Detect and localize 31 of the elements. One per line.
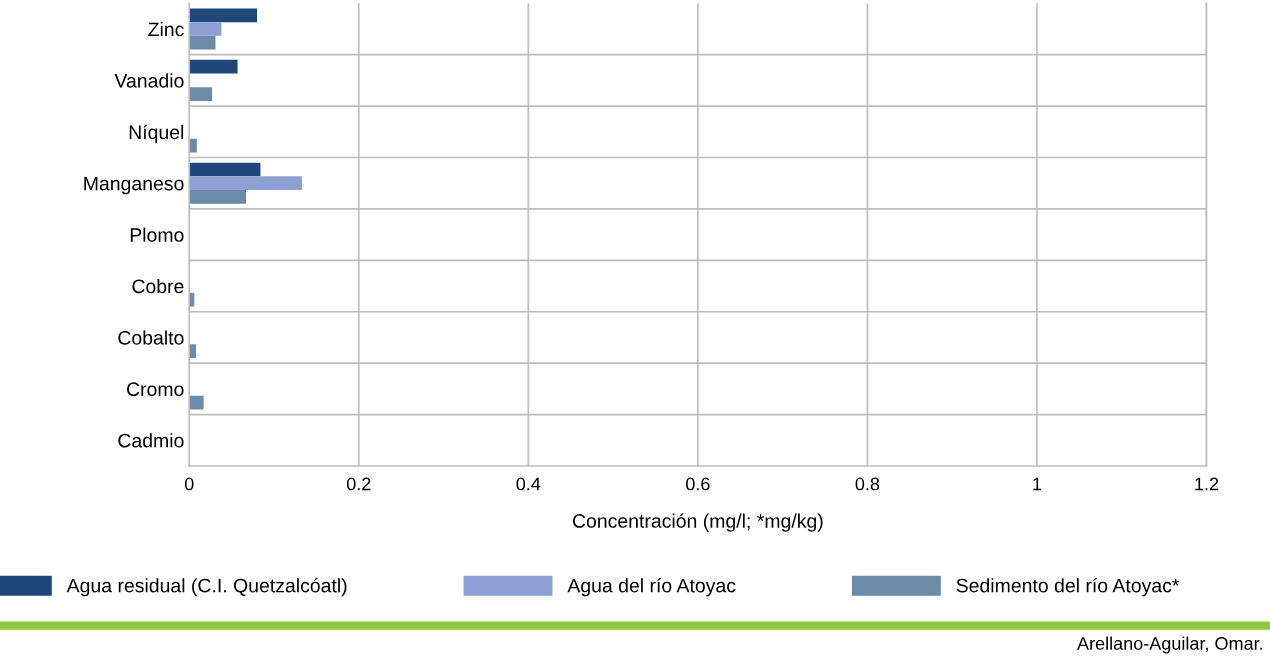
bar [189, 190, 247, 204]
y-tick-label: Zinc [148, 21, 184, 37]
x-tick-label: 0.8 [855, 477, 880, 491]
x-tick-label: 0.6 [686, 477, 710, 491]
y-tick-label: Cadmio [118, 433, 184, 448]
y-tick-label: Plomo [130, 227, 184, 242]
y-tick-label: Cromo [127, 382, 184, 397]
bar [189, 344, 197, 359]
x-tick-label: 1 [1033, 477, 1042, 491]
y-tick-label: Manganeso [84, 176, 184, 195]
bar [189, 395, 204, 410]
y-tick-label: Vanadio [114, 73, 184, 88]
y-tick-label: Cobre [132, 278, 184, 294]
bar [189, 8, 258, 23]
bar [189, 59, 238, 74]
text: Arellano-Aguilar, Omar. [1077, 636, 1263, 654]
x-tick-label: 0 [184, 477, 194, 491]
x-tick-label: 1.2 [1195, 477, 1219, 491]
legend-label: Agua residual (C.I. Quetzalcóatl) [66, 577, 347, 597]
x-axis-title: Concentración (mg/l; *mg/kg) [572, 513, 823, 532]
y-tick-label: Níquel [129, 124, 184, 144]
bar [189, 35, 216, 50]
x-tick-label: 0.2 [346, 477, 371, 491]
x-tick-label: 0.4 [516, 477, 541, 491]
bar [189, 162, 261, 177]
bar [189, 22, 222, 36]
bar [189, 87, 213, 101]
bar [189, 176, 302, 191]
legend-label: Agua del río Atoyac [567, 577, 736, 597]
y-tick-label: Cobalto [118, 330, 184, 345]
legend-label: Sedimento del río Atoyac* [956, 577, 1180, 597]
